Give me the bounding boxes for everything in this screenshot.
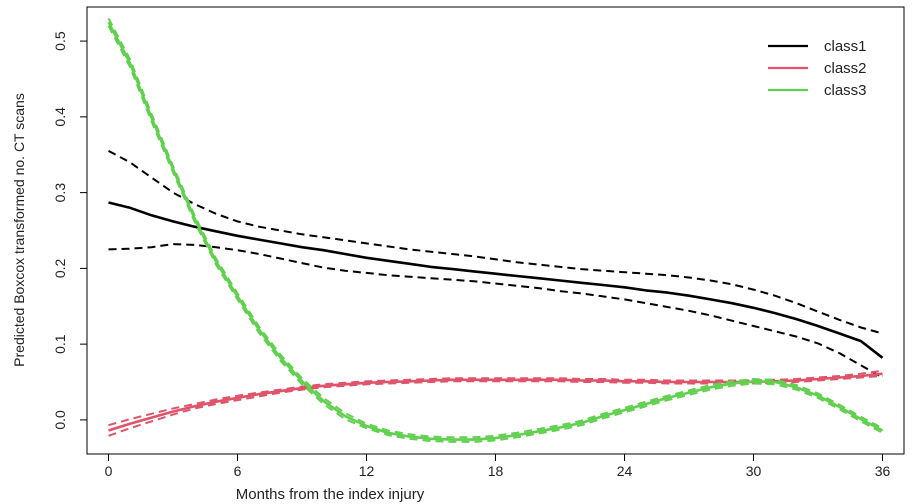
legend-item-class2: class2 <box>768 60 867 77</box>
x-tick-label: 18 <box>488 463 504 479</box>
y-tick-label: 0.3 <box>52 183 68 203</box>
series-class1 <box>108 150 884 379</box>
y-tick-label: 0.1 <box>52 334 68 354</box>
y-axis-label: Predicted Boxcox transformed no. CT scan… <box>11 93 27 367</box>
y-tick-label: 0.0 <box>52 410 68 430</box>
legend-label: class1 <box>824 38 867 55</box>
x-tick-label: 24 <box>617 463 633 479</box>
class1-line <box>108 201 884 359</box>
y-tick-label: 0.2 <box>52 258 68 278</box>
x-tick-label: 12 <box>359 463 375 479</box>
class2-ci-upper <box>108 369 883 427</box>
y-tick-label: 0.4 <box>52 107 68 127</box>
legend: class1 class2 class3 <box>768 38 867 99</box>
class1-ci-lower <box>108 243 883 379</box>
legend-label: class3 <box>824 82 867 99</box>
x-tick-label: 36 <box>875 463 891 479</box>
plot-area <box>107 17 884 443</box>
legend-label: class2 <box>824 60 867 77</box>
class1-ci-upper <box>108 150 883 335</box>
x-axis: 0 6 12 18 24 30 36 <box>105 453 891 479</box>
y-axis: 0.0 0.1 0.2 0.3 0.4 0.5 <box>52 31 88 430</box>
class3-ci-lower <box>107 25 883 443</box>
class3-line <box>107 21 884 441</box>
x-axis-label: Months from the index injury <box>236 486 425 503</box>
class2-ci-lower <box>108 375 883 437</box>
x-tick-label: 0 <box>105 463 113 479</box>
x-tick-label: 30 <box>746 463 762 479</box>
series-class3 <box>107 17 884 443</box>
y-tick-label: 0.5 <box>52 31 68 51</box>
legend-item-class3: class3 <box>768 82 867 99</box>
x-tick-label: 6 <box>234 463 242 479</box>
class3-ci-upper <box>107 17 883 439</box>
legend-item-class1: class1 <box>768 38 867 55</box>
